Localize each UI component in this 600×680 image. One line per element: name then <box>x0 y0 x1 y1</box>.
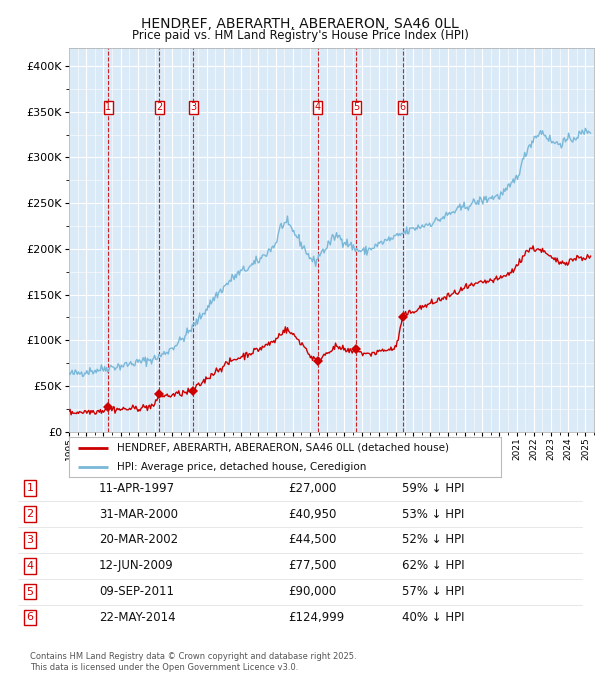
Text: 4: 4 <box>26 561 34 571</box>
Text: HENDREF, ABERARTH, ABERAERON, SA46 0LL (detached house): HENDREF, ABERARTH, ABERAERON, SA46 0LL (… <box>116 443 449 453</box>
Text: 57% ↓ HPI: 57% ↓ HPI <box>402 585 464 598</box>
Text: 09-SEP-2011: 09-SEP-2011 <box>99 585 174 598</box>
Text: 52% ↓ HPI: 52% ↓ HPI <box>402 533 464 547</box>
Text: £27,000: £27,000 <box>288 481 337 495</box>
Text: 22-MAY-2014: 22-MAY-2014 <box>99 611 176 624</box>
Text: Price paid vs. HM Land Registry's House Price Index (HPI): Price paid vs. HM Land Registry's House … <box>131 29 469 41</box>
Text: 11-APR-1997: 11-APR-1997 <box>99 481 175 495</box>
Text: £77,500: £77,500 <box>288 559 337 573</box>
Text: HENDREF, ABERARTH, ABERAERON, SA46 0LL: HENDREF, ABERARTH, ABERAERON, SA46 0LL <box>141 17 459 31</box>
Text: 4: 4 <box>314 102 320 112</box>
Text: 6: 6 <box>26 613 34 622</box>
Text: 62% ↓ HPI: 62% ↓ HPI <box>402 559 464 573</box>
Text: 20-MAR-2002: 20-MAR-2002 <box>99 533 178 547</box>
Text: 3: 3 <box>190 102 196 112</box>
Text: 53% ↓ HPI: 53% ↓ HPI <box>402 507 464 521</box>
Text: 5: 5 <box>26 587 34 596</box>
Text: £90,000: £90,000 <box>288 585 336 598</box>
Text: 2: 2 <box>26 509 34 519</box>
Text: 1: 1 <box>105 102 112 112</box>
Text: 59% ↓ HPI: 59% ↓ HPI <box>402 481 464 495</box>
Text: 2: 2 <box>156 102 163 112</box>
Text: £124,999: £124,999 <box>288 611 344 624</box>
Text: 31-MAR-2000: 31-MAR-2000 <box>99 507 178 521</box>
Text: HPI: Average price, detached house, Ceredigion: HPI: Average price, detached house, Cere… <box>116 462 366 472</box>
Text: £44,500: £44,500 <box>288 533 337 547</box>
Text: 3: 3 <box>26 535 34 545</box>
Text: 1: 1 <box>26 483 34 493</box>
Text: 12-JUN-2009: 12-JUN-2009 <box>99 559 174 573</box>
Text: £40,950: £40,950 <box>288 507 337 521</box>
Text: Contains HM Land Registry data © Crown copyright and database right 2025.
This d: Contains HM Land Registry data © Crown c… <box>30 652 356 672</box>
Text: 5: 5 <box>353 102 359 112</box>
Text: 6: 6 <box>400 102 406 112</box>
Text: 40% ↓ HPI: 40% ↓ HPI <box>402 611 464 624</box>
